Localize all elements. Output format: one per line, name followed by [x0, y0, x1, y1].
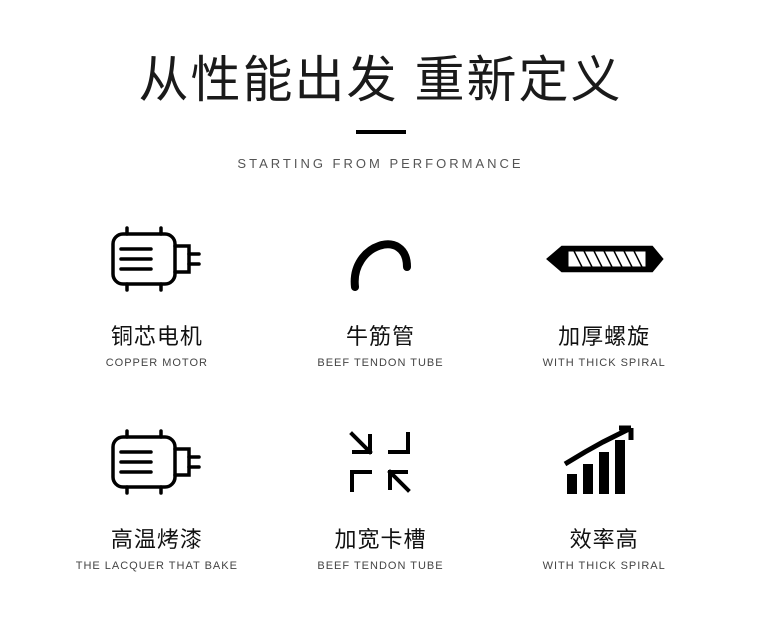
feature-label-cn: 牛筋管 — [346, 319, 415, 351]
feature-label-cn: 铜芯电机 — [111, 319, 203, 351]
feature-copper-motor: 铜芯电机 COPPER MOTOR — [50, 216, 264, 369]
feature-label-en: BEEF TENDON TUBE — [317, 357, 443, 369]
divider — [356, 130, 406, 134]
feature-thick-spiral: 加厚螺旋 WITH THICK SPIRAL — [497, 216, 711, 369]
feature-label-en: BEEF TENDON TUBE — [317, 560, 443, 572]
feature-efficiency: 效率高 WITH THICK SPIRAL — [497, 419, 711, 572]
feature-label-cn: 高温烤漆 — [111, 522, 203, 554]
headline: 从性能出发 重新定义 — [50, 40, 711, 112]
tube-icon — [335, 216, 425, 301]
slot-icon — [340, 419, 420, 504]
feature-widen-slot: 加宽卡槽 BEEF TENDON TUBE — [274, 419, 488, 572]
motor-icon — [107, 216, 207, 301]
chart-icon — [559, 419, 649, 504]
feature-label-en: COPPER MOTOR — [106, 357, 208, 369]
feature-label-en: WITH THICK SPIRAL — [543, 357, 666, 369]
feature-label-en: WITH THICK SPIRAL — [543, 560, 666, 572]
feature-lacquer: 高温烤漆 THE LACQUER THAT BAKE — [50, 419, 264, 572]
feature-label-cn: 加厚螺旋 — [558, 319, 650, 351]
feature-label-en: THE LACQUER THAT BAKE — [76, 560, 238, 572]
subtitle: STARTING FROM PERFORMANCE — [50, 156, 711, 171]
motor-icon — [107, 419, 207, 504]
feature-label-cn: 加宽卡槽 — [334, 522, 426, 554]
feature-label-cn: 效率高 — [570, 522, 639, 554]
spiral-icon — [544, 216, 664, 301]
features-grid: 铜芯电机 COPPER MOTOR 牛筋管 BEEF TENDON TUBE — [50, 216, 711, 572]
infographic-container: 从性能出发 重新定义 STARTING FROM PERFORMANCE 铜芯电… — [0, 0, 761, 602]
feature-tendon-tube: 牛筋管 BEEF TENDON TUBE — [274, 216, 488, 369]
